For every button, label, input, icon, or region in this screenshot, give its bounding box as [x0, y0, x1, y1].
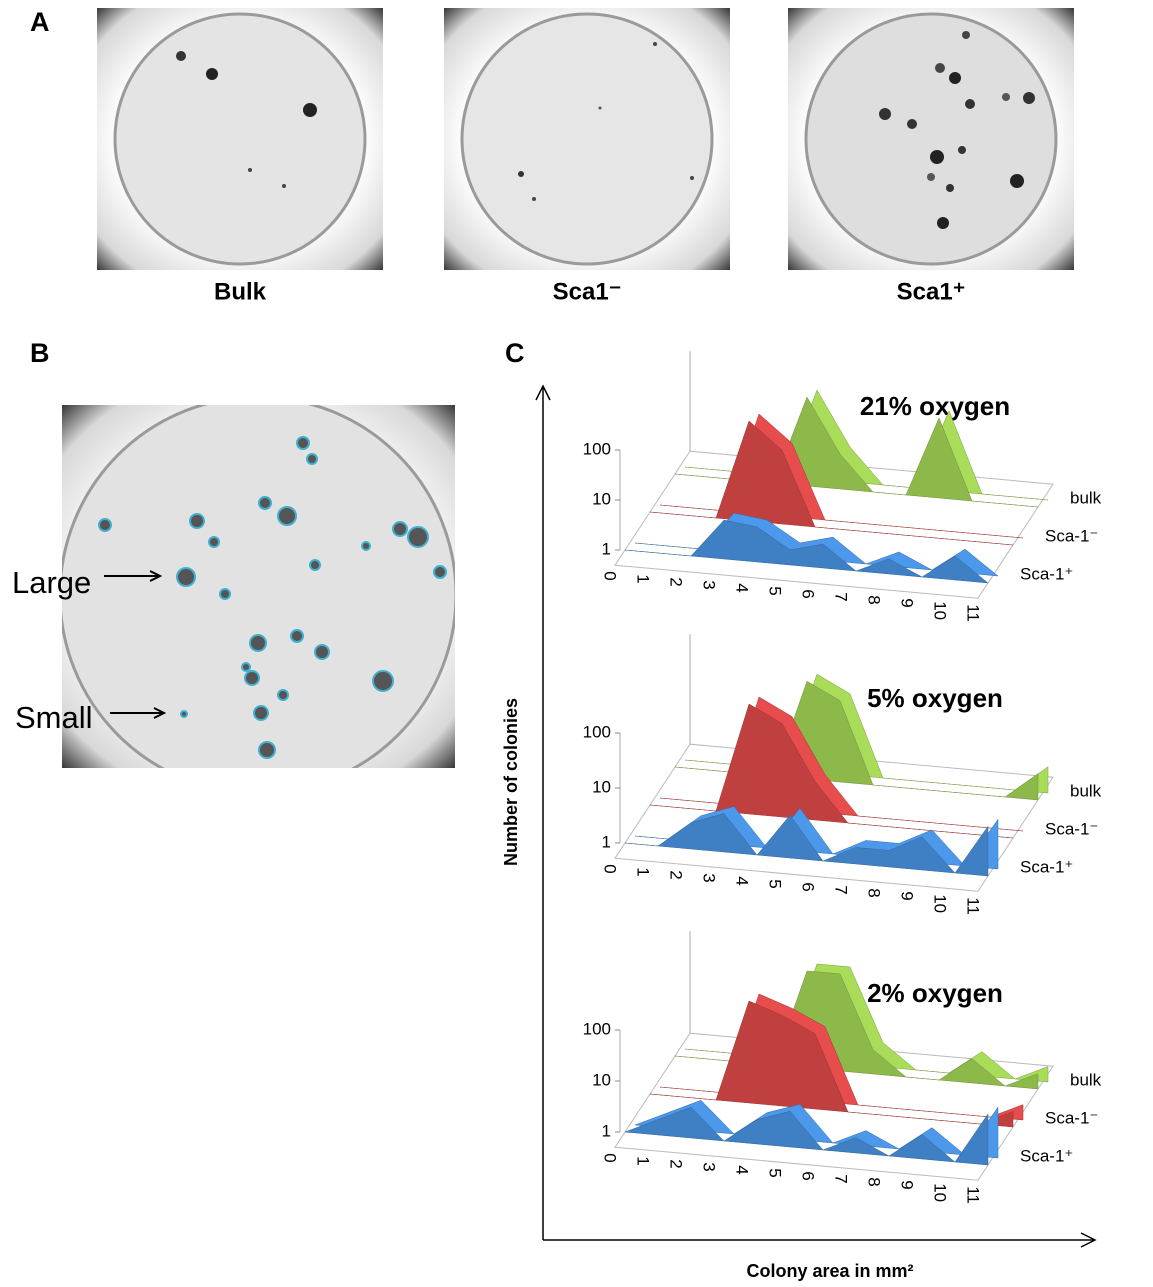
x-tick-label: 5	[766, 1168, 785, 1177]
x-tick-label: 3	[700, 1162, 719, 1171]
chart-title: 21% oxygen	[860, 391, 1010, 421]
x-tick-label: 10	[931, 894, 950, 913]
x-tick-label: 8	[865, 595, 884, 604]
x-tick-label: 2	[667, 1159, 686, 1168]
legend-label: Sca-1⁺	[1020, 564, 1073, 583]
area	[624, 1106, 989, 1166]
area	[649, 1000, 1014, 1128]
arrow-head	[1080, 1232, 1097, 1248]
arrow-head	[149, 570, 163, 582]
x-tick-label: 9	[898, 1180, 917, 1189]
x-tick-label: 10	[931, 1183, 950, 1202]
y-tick-label: 100	[583, 439, 611, 458]
y-tick-label: 10	[592, 1070, 611, 1089]
caption: Sca1⁺	[897, 278, 966, 305]
arrow-head	[153, 707, 167, 719]
y-tick-label: 1	[602, 539, 611, 558]
chart-title: 2% oxygen	[867, 978, 1003, 1008]
x-tick-label: 11	[964, 1186, 983, 1204]
y-tick-label: 1	[602, 832, 611, 851]
dish-image	[788, 8, 1074, 270]
x-tick-label: 10	[931, 601, 950, 620]
x-tick-label: 0	[601, 571, 620, 580]
legend-label: Sca-1⁻	[1045, 1108, 1098, 1127]
x-tick-label: 8	[865, 888, 884, 897]
dish-image	[62, 405, 455, 768]
panel-label: C	[505, 338, 525, 368]
x-tick-label: 3	[700, 580, 719, 589]
x-tick-label: 9	[898, 891, 917, 900]
x-tick-label: 5	[766, 586, 785, 595]
x-tick-label: 6	[799, 589, 818, 598]
legend-label: Sca-1⁻	[1045, 526, 1098, 545]
x-tick-label: 1	[634, 1156, 653, 1165]
panel-label: B	[30, 338, 50, 368]
x-tick-label: 7	[832, 1174, 851, 1183]
x-tick-label: 7	[832, 885, 851, 894]
area	[624, 519, 989, 584]
area	[649, 420, 1014, 546]
x-tick-label: 11	[964, 897, 983, 915]
x-tick-label: 4	[733, 1165, 752, 1174]
legend-label: Sca-1⁻	[1045, 819, 1098, 838]
y-tick-label: 100	[583, 722, 611, 741]
x-tick-label: 4	[733, 876, 752, 885]
x-tick-label: 2	[667, 577, 686, 586]
legend-label: Sca-1⁺	[1020, 857, 1073, 876]
area	[649, 703, 1014, 839]
x-tick-label: 8	[865, 1177, 884, 1186]
area-depth	[634, 1099, 999, 1159]
legend-label: Sca-1⁺	[1020, 1146, 1073, 1165]
x-tick-label: 9	[898, 598, 917, 607]
x-tick-label: 5	[766, 879, 785, 888]
caption: Sca1⁻	[553, 278, 622, 305]
x-tick-label: 1	[634, 867, 653, 876]
x-tick-label: 7	[832, 592, 851, 601]
y-tick-label: 1	[602, 1121, 611, 1140]
annotation: Large	[12, 565, 91, 600]
y-axis-label: Number of colonies	[501, 698, 521, 866]
x-tick-label: 6	[799, 1171, 818, 1180]
y-tick-label: 10	[592, 777, 611, 796]
chart-title: 5% oxygen	[867, 683, 1003, 713]
area	[624, 813, 989, 877]
x-tick-label: 1	[634, 574, 653, 583]
arrow-head	[535, 384, 551, 401]
annotation: Small	[15, 700, 93, 735]
x-axis-label: Colony area in mm²	[746, 1261, 913, 1281]
dish-image	[444, 8, 730, 270]
panel-label: A	[30, 7, 50, 37]
x-tick-label: 6	[799, 882, 818, 891]
caption: Bulk	[214, 278, 267, 305]
dish-image	[97, 8, 383, 270]
x-tick-label: 11	[964, 604, 983, 622]
x-tick-label: 0	[601, 864, 620, 873]
x-tick-label: 0	[601, 1153, 620, 1162]
y-tick-label: 100	[583, 1019, 611, 1038]
legend-label: bulk	[1070, 1070, 1102, 1089]
legend-label: bulk	[1070, 781, 1102, 800]
x-tick-label: 2	[667, 870, 686, 879]
y-tick-label: 10	[592, 489, 611, 508]
legend-label: bulk	[1070, 488, 1102, 507]
x-tick-label: 4	[733, 583, 752, 592]
x-tick-label: 3	[700, 873, 719, 882]
